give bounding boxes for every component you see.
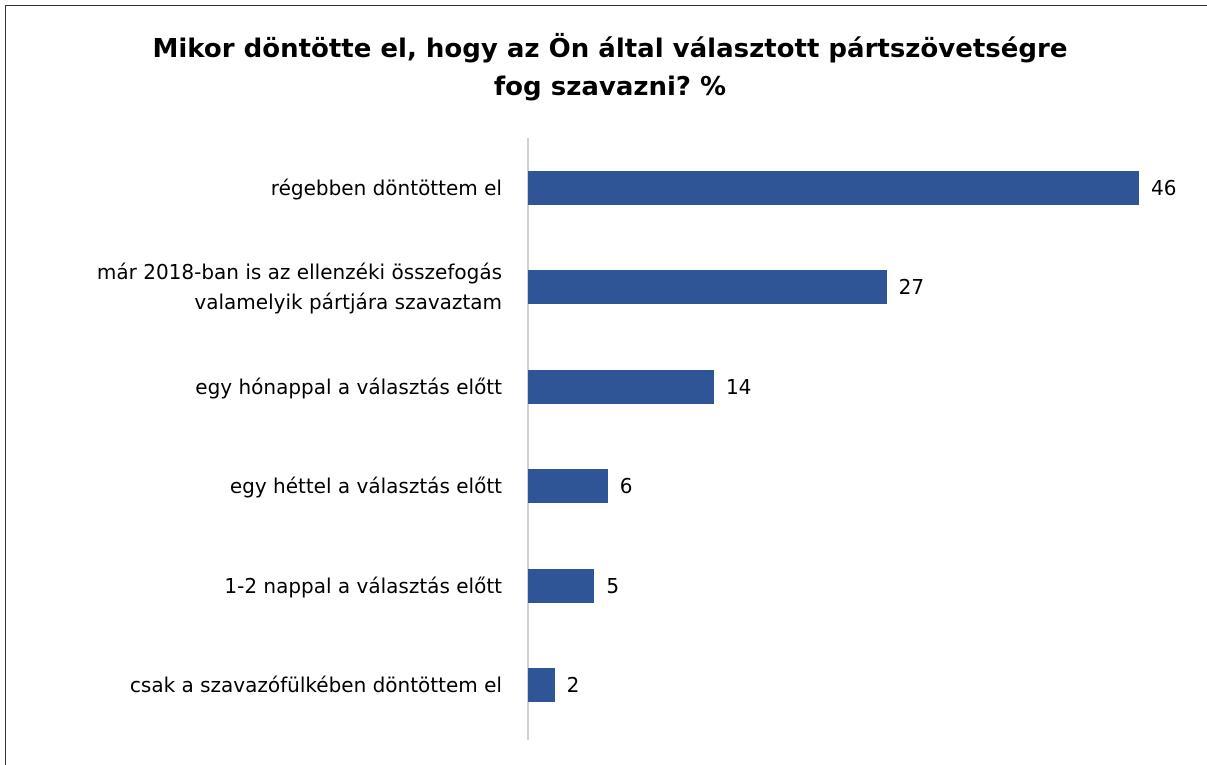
category-label: csak a szavazófülkében döntöttem el [129, 673, 502, 697]
frame [5, 5, 1207, 765]
bar [528, 270, 887, 305]
category-label: egy héttel a választás előtt [229, 474, 502, 499]
bar [528, 369, 714, 404]
chart-title: Mikor döntötte el, hogy az Ön által vála… [152, 34, 1068, 102]
category-label: egy hónappal a választás előtt [195, 374, 502, 399]
bar [528, 668, 555, 702]
bar [528, 568, 595, 603]
category-label: már 2018-ban is az ellenzéki összefogás … [96, 260, 502, 315]
value-label: 14 [725, 374, 752, 399]
value-label: 2 [566, 673, 580, 697]
value-label: 46 [1151, 176, 1177, 200]
value-label: 5 [606, 573, 620, 598]
category-axis [527, 138, 529, 740]
value-label: 27 [898, 275, 925, 300]
category-label: 1-2 nappal a választás előtt [224, 573, 502, 598]
bar [528, 469, 608, 504]
category-label: régebben döntöttem el [270, 176, 502, 200]
bar [528, 171, 1139, 205]
value-label: 6 [619, 474, 633, 499]
